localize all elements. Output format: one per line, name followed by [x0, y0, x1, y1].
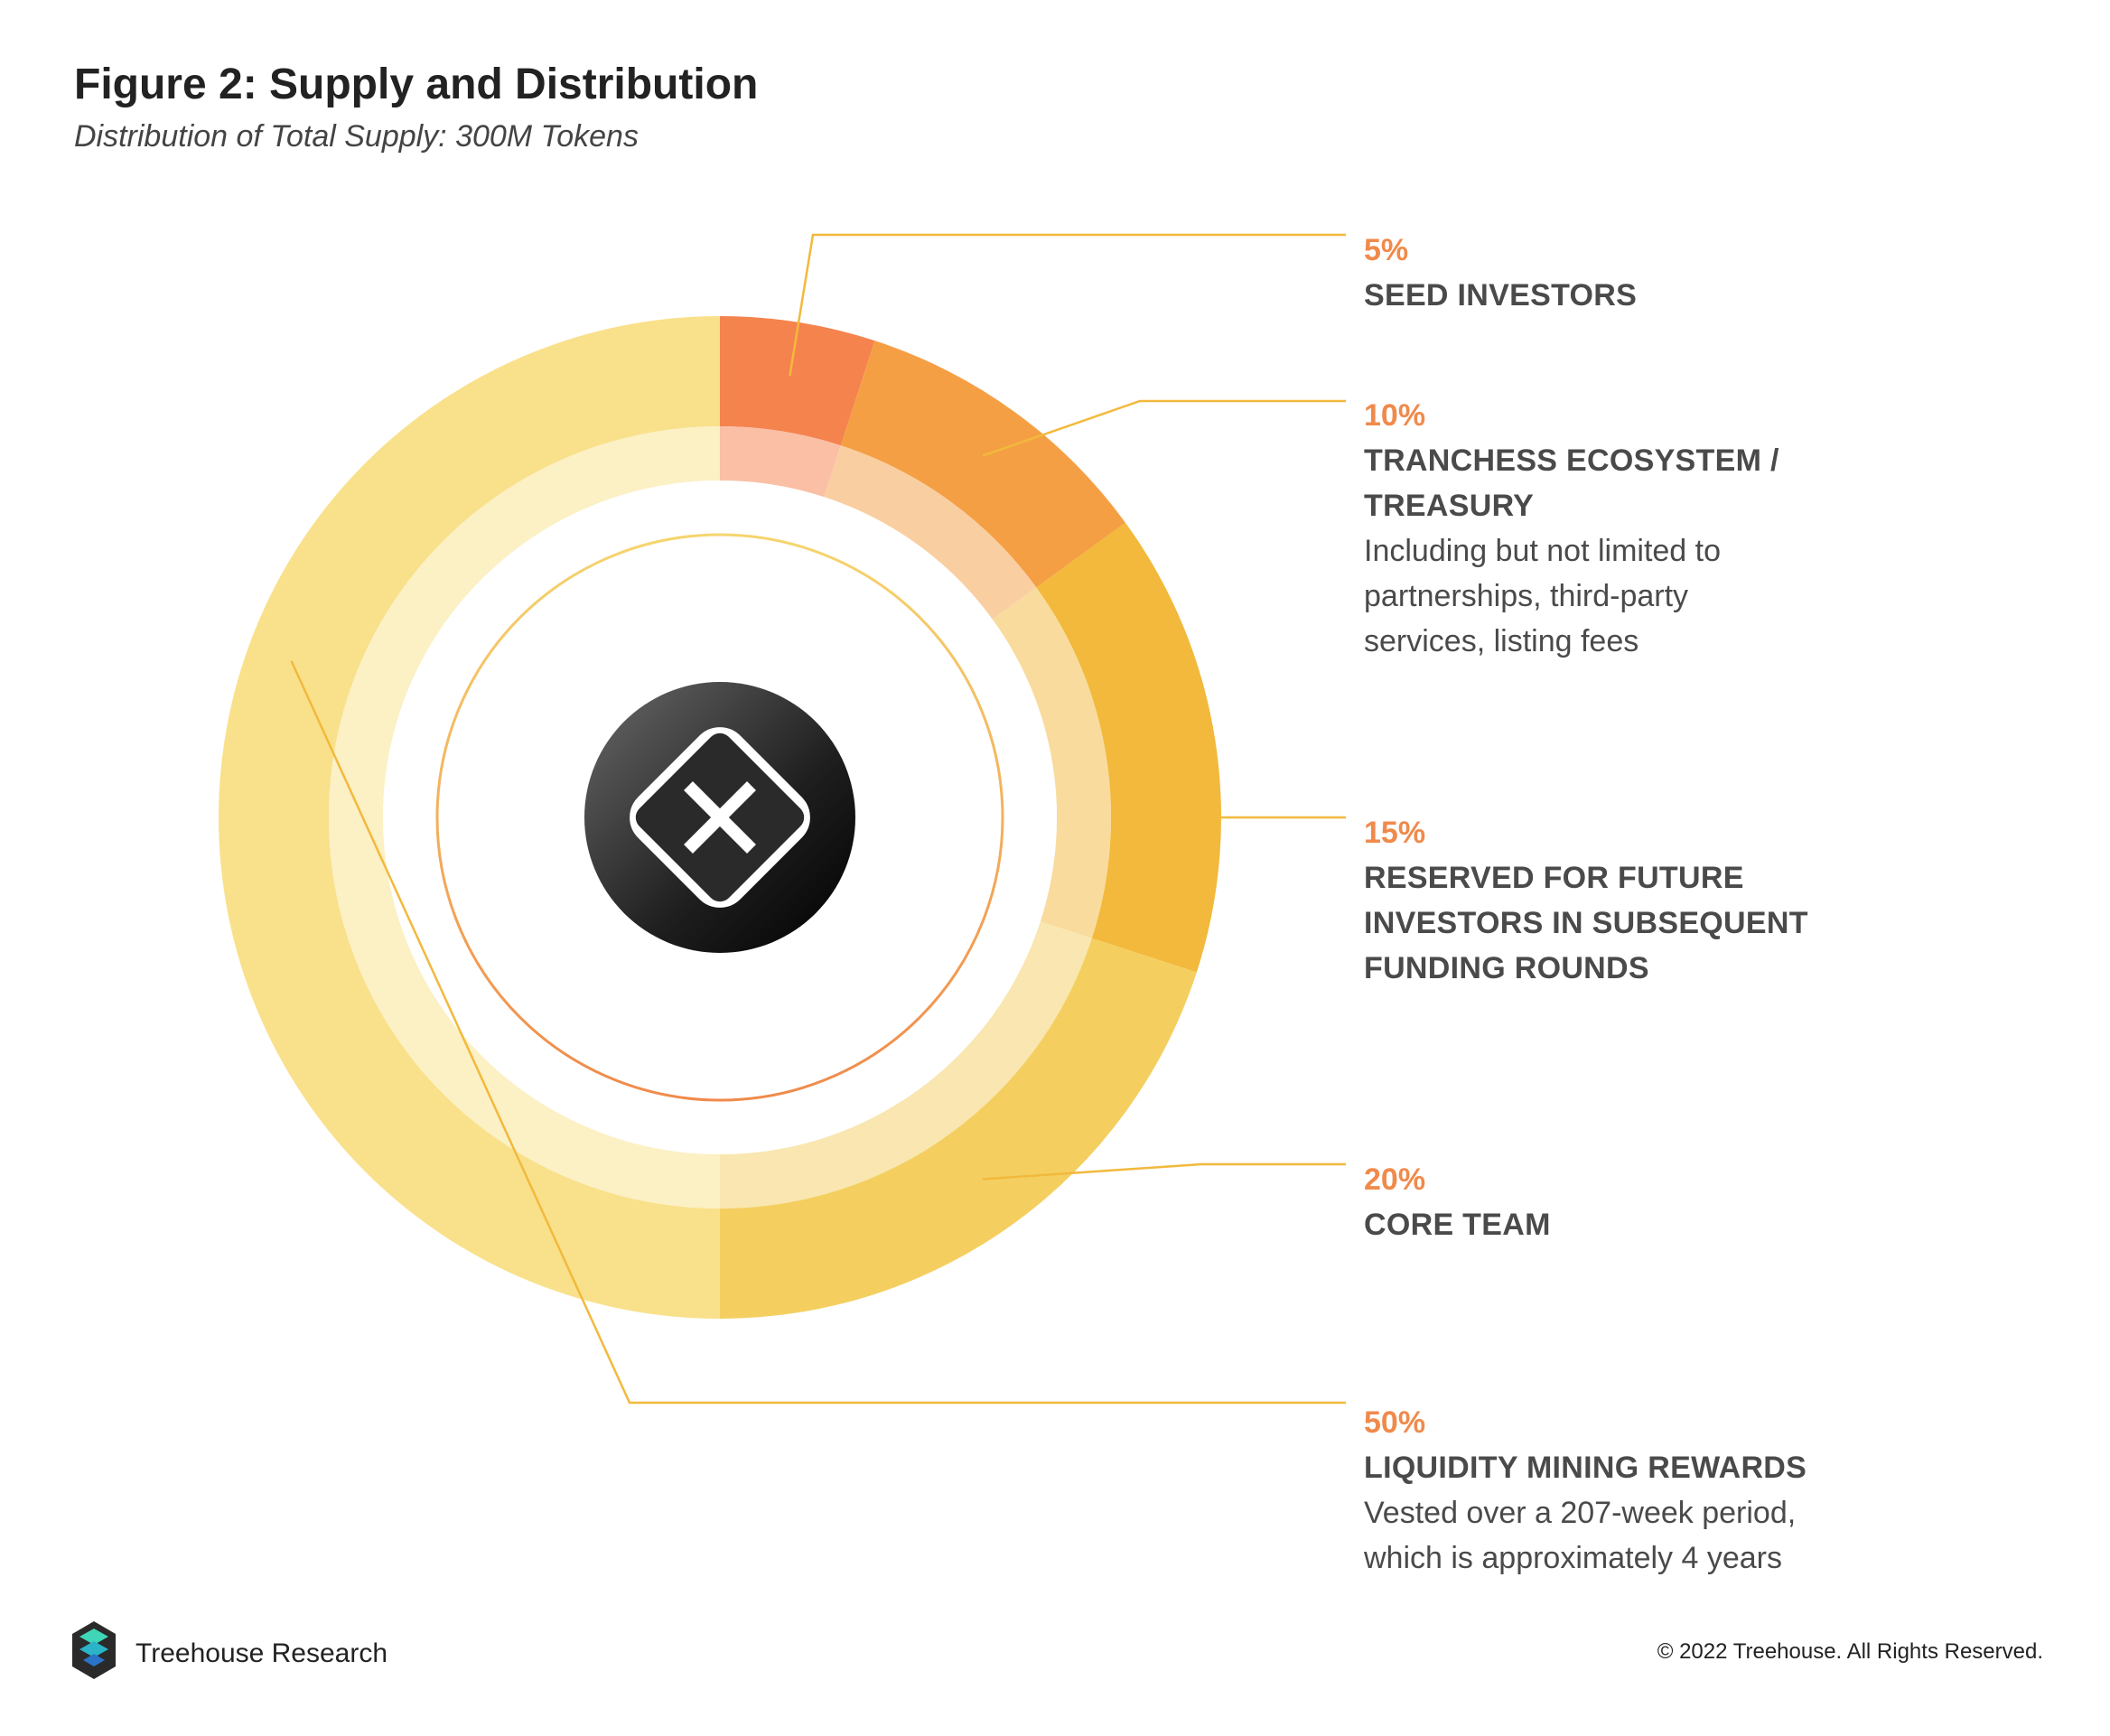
leader-line-3: [1160, 747, 1346, 819]
leader-line-4: [982, 1162, 1346, 1181]
slice-name: RESERVED FOR FUTURE INVESTORS IN SUBSEQU…: [1364, 861, 1808, 985]
slice-label-1: 5% SEED INVESTORS: [1364, 228, 1996, 318]
slice-label-2: 10% TRANCHESS ECOSYSTEM / TREASURY Includi…: [1364, 393, 1816, 664]
slice-percent: 20%: [1364, 1162, 1426, 1197]
tranchess-logo-icon: [584, 682, 855, 953]
slice-outer-3: [1036, 522, 1222, 973]
brand-name: Treehouse Research: [135, 1638, 388, 1668]
leader-line-2: [982, 399, 1346, 457]
slice-label-3: 15% RESERVED FOR FUTURE INVESTORS IN SUBS…: [1364, 810, 1834, 991]
copyright-text: © 2022 Treehouse. All Rights Reserved.: [1657, 1639, 2043, 1664]
slice-label-4: 20% CORE TEAM: [1364, 1157, 1996, 1247]
footer-brand: Treehouse Research: [72, 1621, 387, 1686]
slice-name: TRANCHESS ECOSYSTEM / TREASURY: [1364, 443, 1779, 523]
slice-outer-4: [720, 938, 1197, 1319]
leader-line-1: [789, 233, 1346, 377]
slice-outer-5: [219, 316, 720, 1319]
slice-name: SEED INVESTORS: [1364, 278, 1638, 313]
slice-inner-2: [824, 445, 1037, 620]
slice-outer-1: [720, 316, 875, 446]
slice-inner-3: [992, 587, 1111, 938]
slice-label-5: 50% LIQUIDITY MINING REWARDS Vested over a…: [1364, 1400, 1870, 1581]
chart-title: Figure 2: Supply and Distribution: [74, 61, 759, 108]
slice-inner-4: [720, 921, 1092, 1209]
leader-line-5: [290, 660, 1346, 1405]
slice-description: Including but not limited to partnership…: [1364, 534, 1722, 658]
slice-inner-5: [329, 426, 720, 1209]
inner-accent-ring: [435, 533, 1004, 1102]
slice-name: LIQUIDITY MINING REWARDS: [1364, 1451, 1807, 1485]
slice-percent: 5%: [1364, 233, 1409, 267]
treehouse-logo-icon: [72, 1621, 116, 1679]
slice-outer-2: [840, 341, 1126, 588]
slice-percent: 15%: [1364, 816, 1426, 850]
slice-name: CORE TEAM: [1364, 1208, 1551, 1242]
slice-inner-1: [720, 426, 841, 498]
slice-percent: 50%: [1364, 1405, 1426, 1440]
chart-subtitle: Distribution of Total Supply: 300M Token…: [74, 119, 639, 154]
slice-percent: 10%: [1364, 398, 1426, 433]
slice-description: Vested over a 207-week period, which is …: [1364, 1496, 1797, 1575]
